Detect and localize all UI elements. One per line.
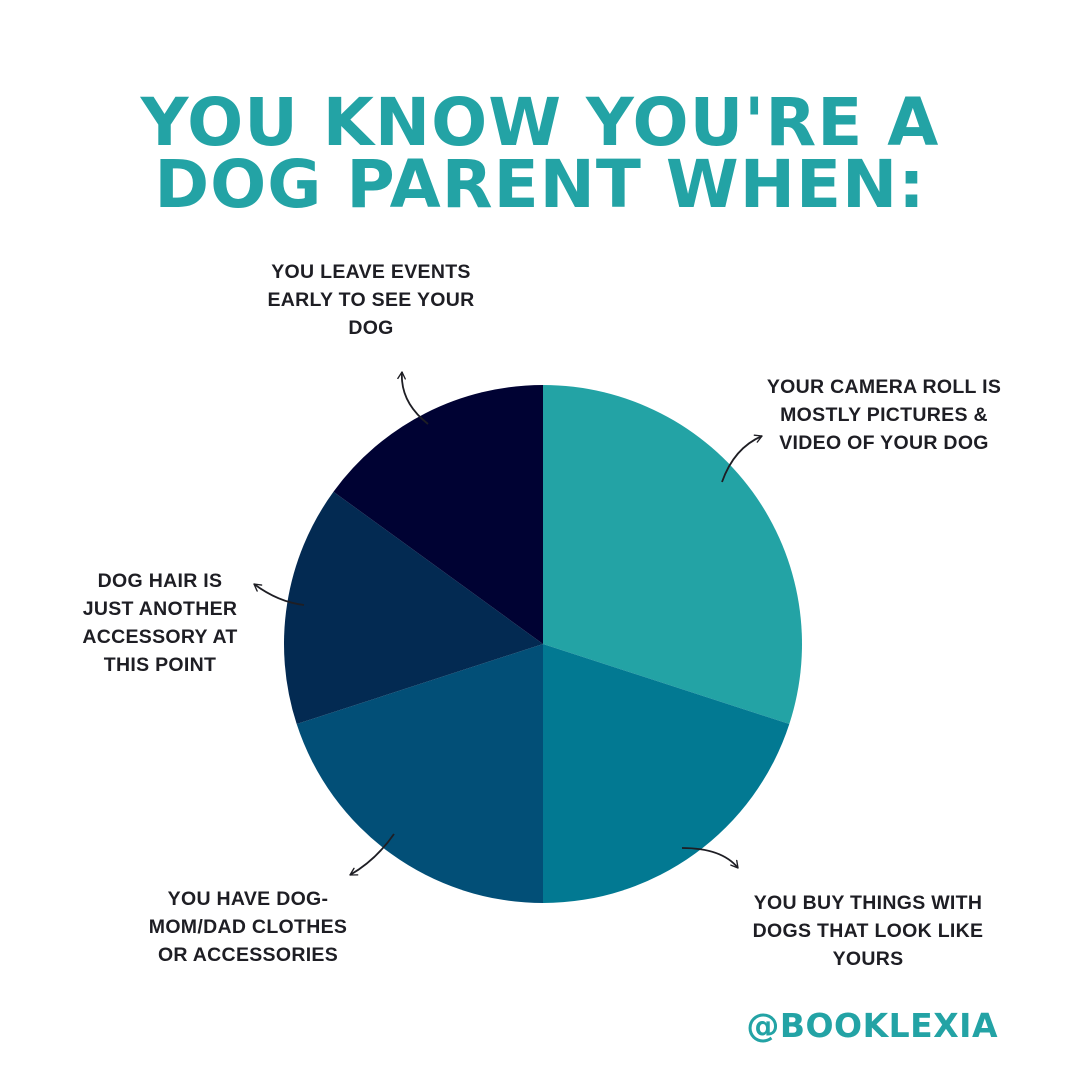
pie-slice-4 [283,491,543,725]
arrow-slice-5 [397,371,429,425]
slice-label-dog-clothes: YOU HAVE DOG- MOM/DAD CLOTHES OR ACCESSO… [148,888,348,966]
slice-label-buy-things: YOU BUY THINGS WITH DOGS THAT LOOK LIKE … [752,892,984,970]
pie-slice-1 [543,385,802,725]
title-line-1: YOU KNOW YOU'RE A [140,84,940,161]
label-arrows [253,371,763,876]
slice-label-dog-hair: DOG HAIR IS JUST ANOTHER ACCESSORY AT TH… [82,570,238,676]
pie-slice-3 [296,644,543,903]
author-handle: @BOOKLEXIA [746,1006,998,1045]
page-title: YOU KNOW YOU'RE A DOG PARENT WHEN: [0,84,1080,223]
pie-slices [283,385,802,903]
arrow-slice-3 [349,833,395,876]
slice-label-leave-events: YOU LEAVE EVENTS EARLY TO SEE YOUR DOG [267,261,475,339]
slice-label-camera-roll: YOUR CAMERA ROLL IS MOSTLY PICTURES & VI… [766,376,1002,454]
arrow-slice-2 [681,847,739,869]
pie-slice-2 [543,644,790,903]
arrow-slice-1 [721,434,763,483]
title-line-2: DOG PARENT WHEN: [154,146,926,223]
pie-slice-5 [333,385,543,644]
arrow-slice-4 [253,583,305,606]
